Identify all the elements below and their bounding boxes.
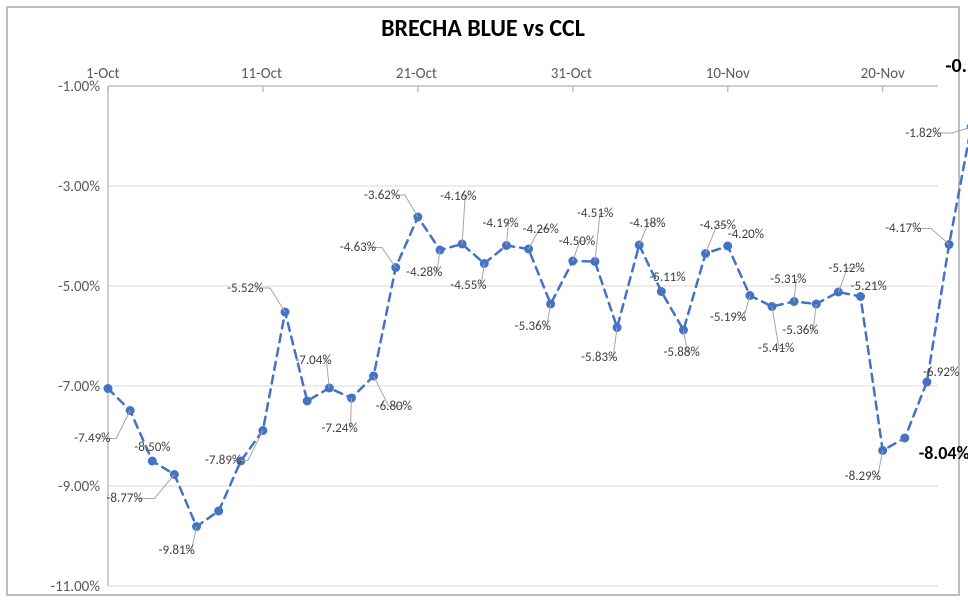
data-point-label: -3.62% bbox=[364, 188, 400, 203]
data-point-label: -5.19% bbox=[710, 310, 746, 325]
data-point-label: -1.82% bbox=[905, 126, 941, 141]
data-point-label: -4.28% bbox=[406, 265, 442, 280]
data-point-label: -6.92% bbox=[923, 365, 959, 380]
data-point-label: -5.11% bbox=[649, 270, 685, 285]
data-point-label: -4.16% bbox=[440, 189, 476, 204]
y-axis-tick-label: -7.00% bbox=[58, 378, 100, 396]
data-point-label: -9.81% bbox=[159, 543, 195, 558]
chart-plot-area: -1.00%-3.00%-5.00%-7.00%-9.00%-11.00%1-O… bbox=[108, 86, 938, 586]
data-point-label: -8.29% bbox=[845, 469, 881, 484]
data-point-label: -5.36% bbox=[515, 319, 551, 334]
data-point-label: -8.50% bbox=[134, 440, 170, 455]
data-point-label: -7.24% bbox=[321, 421, 357, 436]
data-point-label: -7.04% bbox=[295, 353, 331, 368]
data-point-label: -5.41% bbox=[758, 341, 794, 356]
data-point-label: -7.49% bbox=[74, 431, 110, 446]
y-axis-tick-label: -11.00% bbox=[50, 578, 100, 596]
data-point-label: -4.63% bbox=[340, 240, 376, 255]
chart-title: BRECHA BLUE vs CCL bbox=[8, 14, 958, 43]
y-axis-tick-label: -5.00% bbox=[58, 278, 100, 296]
data-point-label: -8.77% bbox=[106, 491, 142, 506]
data-point-label: -5.88% bbox=[663, 345, 699, 360]
data-point-label: -4.19% bbox=[482, 216, 518, 231]
x-axis-tick-label: 20-Nov bbox=[861, 65, 905, 83]
data-point-label: -5.83% bbox=[581, 350, 617, 365]
data-point-label: -4.20% bbox=[728, 227, 764, 242]
chart-frame: BRECHA BLUE vs CCL -1.00%-3.00%-5.00%-7.… bbox=[6, 6, 960, 596]
data-point-label: -5.12% bbox=[828, 261, 864, 276]
data-point-label: -4.51% bbox=[577, 206, 613, 221]
data-point-label: -8.04% bbox=[919, 442, 968, 464]
x-axis-tick-label: 1-Oct bbox=[86, 65, 120, 83]
x-axis-tick-label: 11-Oct bbox=[241, 65, 282, 83]
x-axis-tick-label: 31-Oct bbox=[551, 65, 592, 83]
data-point-label: -4.50% bbox=[559, 234, 595, 249]
y-axis-tick-label: -9.00% bbox=[58, 478, 100, 496]
data-point-label: -5.52% bbox=[227, 281, 263, 296]
data-point-label: -5.36% bbox=[782, 323, 818, 338]
data-point-label: -6.80% bbox=[376, 399, 412, 414]
data-point-label: -5.31% bbox=[770, 272, 806, 287]
data-point-label: -5.21% bbox=[851, 279, 887, 294]
x-axis-tick-label: 21-Oct bbox=[396, 65, 437, 83]
y-axis-tick-label: -3.00% bbox=[58, 178, 100, 196]
data-point-label: -4.26% bbox=[523, 222, 559, 237]
data-point-label: -0.98% bbox=[945, 54, 968, 78]
data-point-label: -4.17% bbox=[885, 221, 921, 236]
data-point-label: -7.89% bbox=[205, 453, 241, 468]
data-point-label: -4.18% bbox=[629, 216, 665, 231]
data-point-label: -4.55% bbox=[450, 278, 486, 293]
x-axis-tick-label: 10-Nov bbox=[706, 65, 750, 83]
